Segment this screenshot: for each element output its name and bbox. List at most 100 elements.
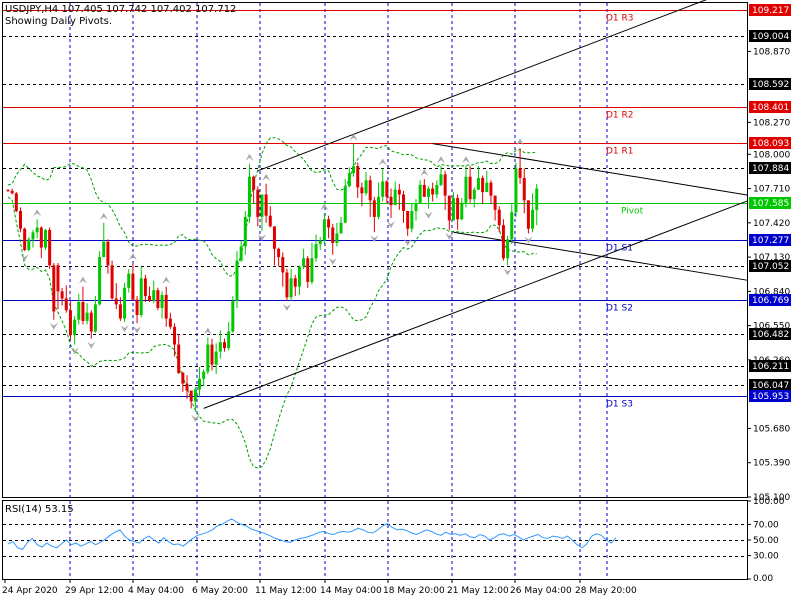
candle-body — [306, 258, 310, 282]
fractal-markers — [20, 133, 533, 422]
candle-body — [102, 241, 106, 258]
price-level-badge — [749, 101, 791, 113]
rising-resistance-line — [257, 0, 707, 172]
candle-body — [239, 246, 243, 261]
price-level-badge — [749, 379, 791, 391]
candle-body — [214, 351, 218, 365]
fractal-up-marker — [349, 133, 358, 141]
price-level-badge-label: 107.277 — [752, 236, 789, 246]
price-level-badge-label: 109.004 — [752, 32, 789, 42]
candle-body — [339, 222, 343, 234]
candle-body — [272, 226, 276, 249]
candle-body — [27, 239, 31, 250]
horizontal-grid — [3, 36, 747, 386]
candle-body — [23, 228, 27, 250]
candle-body — [235, 260, 239, 301]
fractal-down-marker — [133, 326, 142, 334]
candle-body — [489, 182, 493, 196]
fractal-up-marker — [436, 156, 445, 164]
candle-body — [314, 244, 318, 259]
candle-body — [493, 195, 497, 210]
y-tick-label: 107.420 — [753, 219, 790, 229]
fractal-down-marker — [191, 414, 200, 422]
candle-body — [389, 196, 393, 206]
candle-body — [18, 211, 22, 229]
candle-body — [181, 372, 185, 384]
candle-body — [110, 265, 114, 299]
candle-body — [468, 176, 472, 200]
time-axis: 24 Apr 2020 29 Apr 12:00 4 May 04:00 6 May … — [2, 579, 637, 596]
fractal-down-marker — [257, 234, 266, 242]
pivot-label: D1 R1 — [606, 147, 634, 157]
price-level-badge — [749, 30, 791, 42]
candle-body — [143, 278, 147, 297]
candle-body — [64, 298, 68, 311]
candle-body — [131, 273, 135, 300]
candle-body — [56, 265, 60, 292]
y-tick-label: 106.550 — [753, 322, 790, 332]
falling-resistance-line — [432, 143, 748, 196]
candle-body — [268, 215, 272, 227]
price-level-badge-label: 105.953 — [752, 392, 789, 402]
x-tick-label: 18 May 20:00 — [383, 586, 445, 596]
candle-body — [243, 216, 247, 247]
candle-body — [356, 166, 360, 188]
fractal-up-marker — [420, 169, 429, 177]
candle-body — [472, 189, 476, 200]
x-tick-label: 6 May 20:00 — [192, 586, 248, 596]
x-tick-label: 11 May 12:00 — [255, 586, 317, 596]
rsi-y-tick-label: 30.00 — [753, 552, 779, 562]
candle-body — [481, 177, 485, 193]
price-level-badge-label: 106.482 — [752, 330, 789, 340]
x-tick-label: 24 Apr 2020 — [2, 586, 58, 596]
candle-body — [285, 272, 289, 298]
candle-body — [198, 378, 202, 390]
fractal-down-marker — [70, 347, 79, 355]
main-panel-frame — [2, 2, 748, 498]
price-level-badge-label: 106.211 — [752, 362, 789, 372]
candle-body — [185, 383, 189, 391]
candle-body — [98, 257, 102, 305]
fractal-up-marker — [245, 153, 254, 161]
candle-body — [164, 294, 168, 319]
rsi-y-tick-label: 70.00 — [753, 520, 779, 530]
fractal-down-marker — [328, 257, 337, 265]
candle-body — [206, 344, 210, 372]
candle-body — [277, 248, 281, 258]
x-tick-label: 29 Apr 12:00 — [65, 586, 124, 596]
candle-body — [68, 310, 72, 336]
candle-body — [343, 186, 347, 223]
candle-body — [439, 174, 443, 185]
candle-body — [189, 390, 193, 402]
candle-body — [397, 189, 401, 195]
fractal-down-marker — [503, 268, 512, 276]
price-level-badge — [749, 4, 791, 16]
fractal-down-marker — [49, 322, 58, 330]
fractal-down-marker — [87, 341, 96, 349]
fractal-up-marker — [516, 138, 525, 146]
price-level-badge-label: 108.093 — [752, 139, 789, 149]
candle-body — [89, 312, 93, 332]
price-level-badge — [749, 360, 791, 372]
price-level-badge — [749, 137, 791, 149]
lower-band — [7, 196, 537, 469]
candles — [6, 143, 539, 412]
candle-body — [518, 168, 522, 178]
candle-body — [431, 188, 435, 195]
y-tick-label: 106.840 — [753, 287, 790, 297]
fractal-up-marker — [78, 276, 87, 284]
candle-body — [327, 219, 331, 228]
candle-body — [289, 278, 293, 298]
candle-body — [360, 187, 364, 194]
y-tick-label: 105.680 — [753, 424, 790, 434]
fractal-up-marker — [262, 173, 271, 181]
candle-body — [302, 258, 306, 267]
candle-body — [43, 229, 47, 248]
candle-body — [123, 287, 127, 319]
fractal-down-marker — [403, 238, 412, 246]
candle-body — [368, 180, 372, 201]
candle-body — [85, 312, 89, 321]
candle-body — [177, 344, 181, 373]
fractal-up-marker — [99, 212, 108, 220]
